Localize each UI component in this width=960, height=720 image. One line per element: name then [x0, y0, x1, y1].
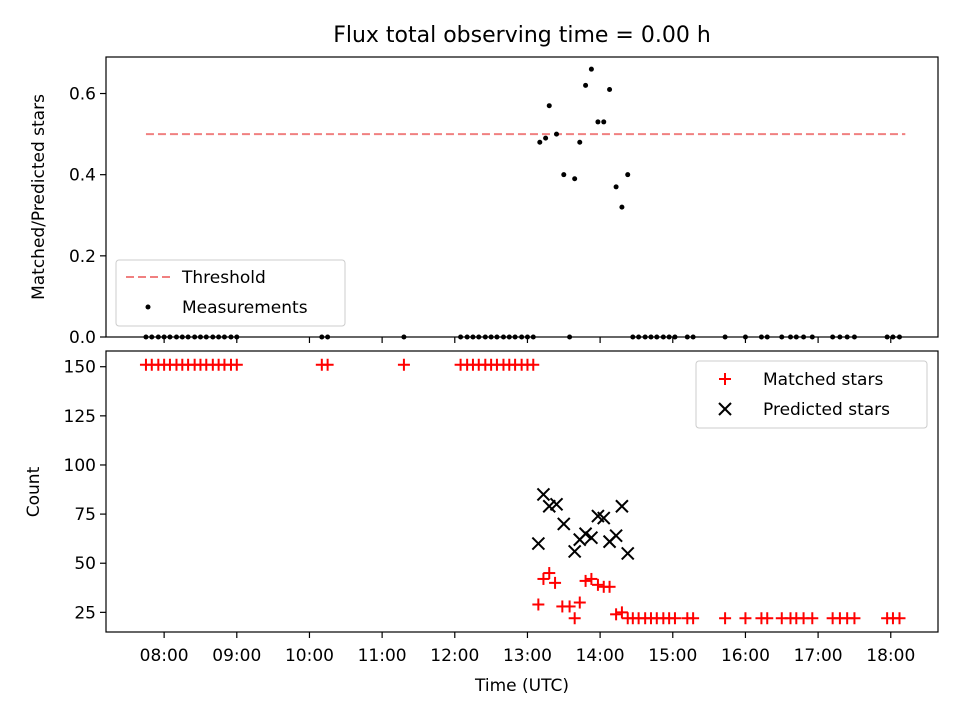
matched-star-point	[719, 612, 732, 625]
bottom-x-tick-label: 12:00	[430, 646, 479, 666]
measurement-point	[572, 176, 578, 182]
bottom-y-tick-label: 100	[64, 456, 96, 476]
matched-star-point	[591, 578, 604, 591]
bottom-y-axis: 25 50 75 100 125 150	[64, 358, 106, 623]
matched-star-point	[549, 576, 562, 589]
bottom-y-tick-label: 50	[74, 554, 96, 574]
matched-star-point	[230, 358, 243, 371]
top-y-tick-label: 0.0	[69, 328, 96, 348]
matched-star-point	[527, 358, 540, 371]
matched-star-point	[687, 612, 700, 625]
bottom-y-tick-label: 25	[74, 603, 96, 623]
predicted-star-point	[578, 527, 593, 541]
predicted-star-point	[536, 487, 551, 502]
top-y-tick-label: 0.6	[69, 85, 96, 105]
measurement-point	[601, 119, 607, 125]
matched-star-point	[543, 567, 556, 580]
legend-matched-label: Matched stars	[763, 370, 883, 390]
matched-star-point	[579, 574, 592, 587]
top-y-tick-label: 0.4	[69, 166, 96, 186]
bottom-y-tick-label: 125	[64, 407, 96, 427]
predicted-star-point	[584, 530, 599, 545]
measurement-point	[543, 135, 549, 141]
matched-star-point	[610, 608, 623, 621]
top-legend-box	[115, 259, 346, 327]
top-axes-frame	[105, 56, 939, 338]
bottom-legend: Matched stars Predicted stars	[695, 360, 928, 429]
matched-star-point	[806, 612, 819, 625]
top-y-axis: 0.0 0.2 0.4 0.6	[69, 85, 106, 348]
measurement-point	[583, 82, 589, 88]
measurement-point	[613, 184, 619, 190]
top-y-axis-label: Matched/Predicted stars	[29, 94, 49, 300]
bottom-x-tick-label: 13:00	[503, 646, 552, 666]
legend-threshold-label: Threshold	[181, 268, 266, 288]
measurement-point	[595, 119, 601, 125]
bottom-y-axis-label: Count	[24, 466, 44, 517]
measurement-point	[537, 139, 543, 145]
matched-star-point	[397, 358, 410, 371]
bottom-x-tick-label: 14:00	[576, 646, 625, 666]
predicted-star-point	[597, 511, 611, 525]
measurement-point	[546, 103, 552, 109]
bottom-x-tick-label: 17:00	[794, 646, 843, 666]
measurement-point	[607, 86, 613, 92]
matched-star-point	[848, 612, 861, 625]
bottom-x-tick-label: 18:00	[866, 646, 915, 666]
matched-star-point	[761, 612, 774, 625]
bottom-y-tick-label: 150	[64, 358, 96, 378]
predicted-star-point	[621, 546, 635, 561]
matched-star-point	[893, 612, 906, 625]
matched-star-point	[603, 580, 616, 593]
matched-star-point	[615, 606, 628, 619]
bottom-x-axis: 08:00 09:00 10:00 11:00 12:00 13:00 14:00 15:00…	[140, 632, 915, 666]
top-panel: Flux total observing time = 0.00 h 0.00.…	[29, 23, 939, 348]
bottom-axes-frame	[105, 350, 939, 633]
legend-predicted-swatch	[718, 402, 732, 416]
top-legend: Threshold Measurements	[115, 259, 346, 327]
measurement-point	[619, 204, 625, 210]
bottom-plot-area	[139, 358, 906, 625]
matched-star-point	[563, 600, 576, 613]
legend-matched-swatch	[719, 373, 731, 385]
bottom-x-axis-label: Time (UTC)	[474, 676, 569, 696]
matched-star-point	[585, 572, 598, 585]
top-y-tick-label: 0.2	[69, 247, 96, 267]
bottom-x-tick-label: 15:00	[648, 646, 697, 666]
bottom-panel: 25 50 75 100 125 150 08:00 09:00 10:00 11:00 12:0…	[24, 350, 939, 696]
measurement-point	[561, 172, 567, 178]
bottom-x-tick-label: 10:00	[285, 646, 334, 666]
measurement-point	[554, 131, 560, 137]
matched-star-point	[532, 598, 545, 611]
bottom-legend-box	[695, 360, 928, 429]
bottom-y-tick-label: 75	[74, 505, 96, 525]
matched-star-point	[668, 612, 681, 625]
measurement-point	[625, 172, 631, 178]
legend-predicted-label: Predicted stars	[763, 400, 890, 420]
bottom-x-tick-label: 16:00	[721, 646, 770, 666]
bottom-x-tick-label: 08:00	[140, 646, 189, 666]
legend-measurements-swatch	[145, 304, 151, 310]
predicted-star-point	[531, 536, 546, 551]
predicted-star-point	[557, 517, 571, 531]
bottom-x-tick-label: 11:00	[358, 646, 407, 666]
measurement-point	[588, 66, 594, 72]
matched-star-point	[739, 612, 752, 625]
predicted-star-point	[567, 544, 582, 559]
matched-star-point	[573, 596, 586, 609]
legend-measurements-label: Measurements	[182, 298, 308, 318]
predicted-star-point	[549, 497, 564, 511]
matched-star-point	[537, 572, 550, 585]
bottom-x-tick-label: 09:00	[212, 646, 261, 666]
top-x-tick-marks	[163, 337, 892, 343]
measurement-point	[577, 139, 583, 145]
predicted-star-point	[609, 529, 623, 543]
top-chart-title: Flux total observing time = 0.00 h	[333, 23, 711, 48]
matched-star-point	[321, 358, 334, 371]
predicted-star-point	[615, 499, 629, 513]
matched-star-point	[568, 612, 581, 625]
